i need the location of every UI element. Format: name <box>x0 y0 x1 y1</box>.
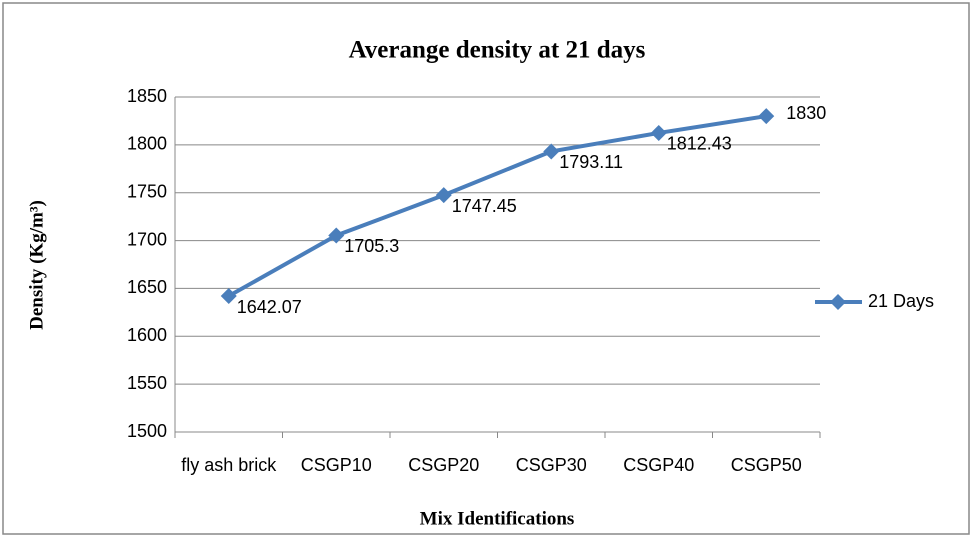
data-label: 1793.11 <box>559 152 623 172</box>
y-tick-label: 1850 <box>127 86 167 106</box>
x-tick-label: fly ash brick <box>181 455 277 475</box>
line <box>227 114 767 298</box>
y-tick-label: 1800 <box>127 134 167 154</box>
data-label: 1705.3 <box>344 236 399 256</box>
x-tick-label: CSGP20 <box>408 455 480 475</box>
chart-title: Averange density at 21 days <box>349 37 646 64</box>
y-axis-label: Density (Kg/m³) <box>26 200 47 330</box>
y-tick-label: 1750 <box>127 181 167 201</box>
x-tick-label: CSGP10 <box>300 455 372 475</box>
data-label: 1812.43 <box>667 134 732 154</box>
marker <box>758 108 775 125</box>
y-tick-label: 1550 <box>127 373 167 393</box>
marker <box>650 124 667 141</box>
marker <box>435 187 452 204</box>
marker <box>543 143 560 160</box>
data-label: 1642.07 <box>237 297 302 317</box>
marker <box>220 288 237 305</box>
legend-marker <box>830 294 846 310</box>
y-tick-label: 1500 <box>127 421 167 441</box>
legend-label: 21 Days <box>868 291 934 311</box>
data-label: 1830 <box>786 103 826 123</box>
x-tick-label: CSGP40 <box>623 455 695 475</box>
x-axis-label: Mix Identifications <box>420 508 575 529</box>
data-label: 1747.45 <box>452 196 517 216</box>
x-tick-label: CSGP50 <box>730 455 802 475</box>
x-tick-label: CSGP30 <box>515 455 587 475</box>
y-tick-label: 1700 <box>127 229 167 249</box>
y-tick-label: 1600 <box>127 325 167 345</box>
marker <box>328 227 345 244</box>
y-tick-label: 1650 <box>127 277 167 297</box>
